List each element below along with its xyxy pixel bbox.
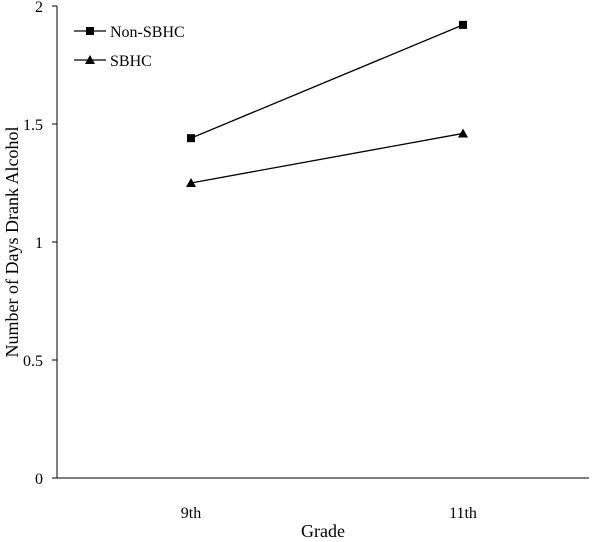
legend-label: Non-SBHC (110, 24, 185, 41)
data-point-non-sbhc (187, 134, 195, 143)
y-tick-label: 1.5 (23, 117, 43, 134)
data-point-non-sbhc (459, 20, 467, 29)
series-non-sbhc (187, 20, 467, 143)
y-tick-label: 1 (35, 235, 43, 252)
legend-marker (86, 27, 94, 35)
x-tick-label: 11th (449, 505, 477, 522)
x-tick-label: 9th (181, 505, 201, 522)
legend-item-non-sbhc: Non-SBHC (74, 24, 185, 41)
legend-label: SBHC (110, 53, 152, 70)
y-axis-title: Number of Days Drank Alcohol (2, 127, 22, 358)
y-tick-label: 0 (35, 471, 43, 488)
data-point-sbhc (186, 178, 196, 187)
legend-item-sbhc: SBHC (74, 53, 152, 70)
x-axis-title: Grade (301, 521, 345, 541)
series-layer (186, 20, 468, 187)
data-point-sbhc (458, 128, 468, 138)
y-tick-label: 0.5 (23, 353, 43, 370)
legend: Non-SBHC SBHC (74, 24, 185, 70)
y-axis: 0 0.5 1 1.5 2 (23, 0, 58, 488)
y-tick-label: 2 (35, 0, 43, 16)
series-line-non-sbhc (190, 24, 464, 139)
legend-marker (85, 55, 95, 64)
series-sbhc (186, 128, 468, 187)
series-line-sbhc (190, 132, 464, 184)
x-axis: 9th 11th (57, 477, 589, 522)
